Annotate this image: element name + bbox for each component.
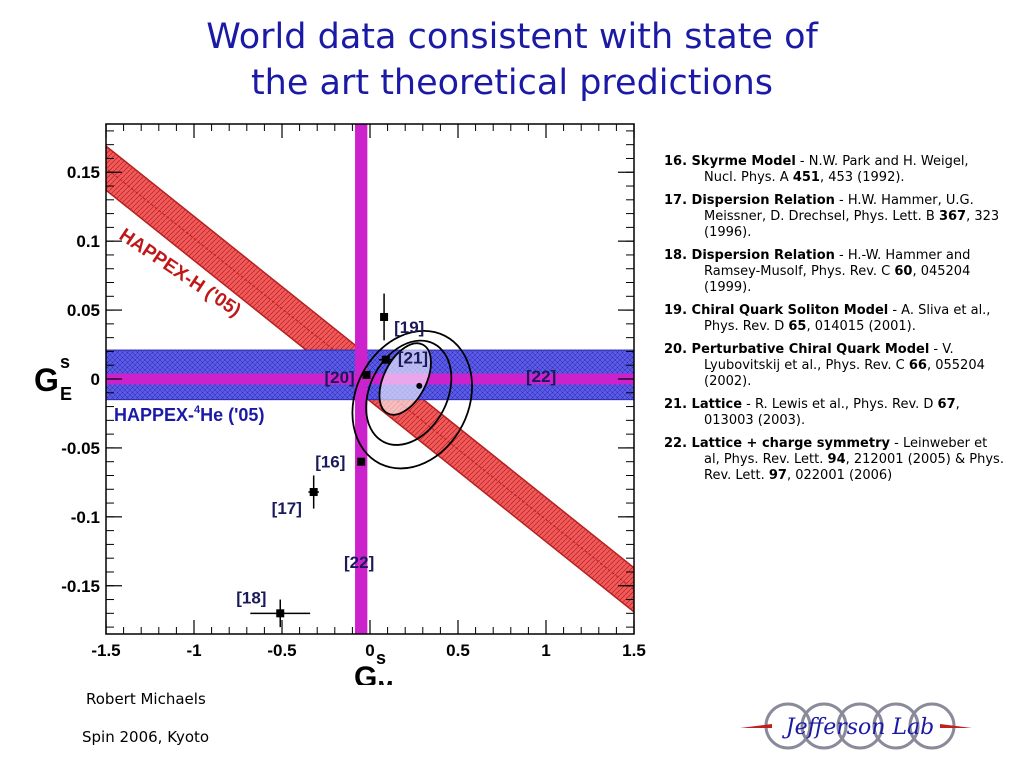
confidence-ellipse	[365, 339, 453, 446]
label-happex-he-end: He ('05)	[200, 405, 264, 425]
point-label: [18]	[236, 588, 266, 607]
reference-title: 17. Dispersion Relation	[664, 193, 835, 208]
point-label: [20]	[324, 368, 354, 387]
x-axis-label-sup: s	[376, 648, 386, 668]
y-tick-label: -0.15	[61, 577, 100, 596]
reference-text: , 022001 (2006)	[786, 468, 893, 483]
reference-text: - A. Sliva et al., Phys. Rev. D	[704, 303, 991, 334]
x-axis-label: G	[354, 661, 377, 685]
reference-text: , 013003 (2003).	[704, 397, 960, 428]
reference-title: 20. Perturbative Chiral Quark Model	[664, 342, 930, 357]
title-line-1: World data consistent with state of	[206, 17, 818, 57]
conference-name: Spin 2006, Kyoto	[82, 728, 210, 746]
reference-text: , 453 (1992).	[819, 170, 905, 185]
reference-text: - N.W. Park and H. Weigel, Nucl. Phys. A	[704, 154, 969, 185]
data-point	[309, 488, 318, 497]
points-layer	[250, 293, 423, 628]
reference-title: 21. Lattice	[664, 397, 743, 412]
y-tick-label: 0.1	[76, 232, 100, 251]
point-label: [17]	[272, 499, 302, 518]
reference-volume: 451	[792, 170, 820, 185]
label-22-horizontal: [22]	[526, 367, 556, 386]
label-happex-he: HAPPEX-4He ('05)	[114, 404, 264, 425]
logo-swoosh-left	[740, 724, 772, 728]
data-point	[380, 312, 389, 321]
x-tick-label: 1	[541, 641, 550, 660]
data-point-extra	[416, 382, 423, 389]
ellipses-layer	[351, 329, 473, 470]
point-label: [19]	[394, 318, 424, 337]
title-line-2: the art theoretical predictions	[250, 63, 774, 103]
y-tick-label: -0.1	[71, 508, 100, 527]
y-tick-label: 0.05	[67, 301, 100, 320]
reference-title: 22. Lattice + charge symmetry	[664, 436, 890, 451]
reference-volume: 66	[908, 358, 927, 373]
reference-item: 21. Lattice - R. Lewis et al., Phys. Rev…	[664, 397, 1004, 429]
reference-volume: 60	[894, 264, 913, 279]
y-tick-label: -0.05	[61, 439, 100, 458]
x-tick-label: -0.5	[267, 641, 296, 660]
reference-item: 19. Chiral Quark Soliton Model - A. Sliv…	[664, 303, 1004, 335]
reference-title: 18. Dispersion Relation	[664, 248, 835, 263]
label-22-vertical: [22]	[344, 553, 374, 572]
label-happex-he-sup: 4	[194, 404, 201, 416]
x-tick-label: 0	[365, 641, 374, 660]
bands-layer	[106, 124, 634, 634]
logo-text: Jefferson Lab	[782, 715, 934, 740]
reference-text: - H.-W. Hammer and Ramsey-Musolf, Phys. …	[704, 248, 971, 279]
data-point	[381, 355, 390, 364]
reference-text: - Leinweber et al, Phys. Rev. Lett.	[704, 436, 988, 467]
x-axis-label-sub: M	[378, 678, 393, 685]
x-tick-label: -1	[186, 641, 201, 660]
reference-item: 17. Dispersion Relation - H.W. Hammer, U…	[664, 193, 1004, 241]
confidence-ellipse	[351, 329, 473, 470]
reference-text: - H.W. Hammer, U.G. Meissner, D. Drechse…	[704, 193, 974, 224]
slide-title: World data consistent with state of the …	[0, 14, 1024, 106]
reference-text: , 014015 (2001).	[806, 319, 916, 334]
logo-swoosh-right	[940, 724, 972, 728]
reference-item: 16. Skyrme Model - N.W. Park and H. Weig…	[664, 154, 1004, 186]
x-tick-label: 0.5	[446, 641, 470, 660]
reference-title: 19. Chiral Quark Soliton Model	[664, 303, 889, 318]
reference-text: - R. Lewis et al., Phys. Rev. D	[742, 397, 938, 412]
y-tick-label: 0	[91, 370, 100, 389]
point-label: [16]	[315, 453, 345, 472]
reference-item: 22. Lattice + charge symmetry - Leinwebe…	[664, 436, 1004, 484]
reference-item: 18. Dispersion Relation - H.-W. Hammer a…	[664, 248, 1004, 296]
author-name: Robert Michaels	[86, 690, 206, 708]
x-tick-label: 1.5	[622, 641, 646, 660]
data-point	[357, 457, 366, 466]
y-axis-label-sub: E	[60, 384, 72, 404]
reference-text: , 323 (1996).	[704, 209, 1000, 240]
data-point	[362, 370, 371, 379]
label-happex-he-main: HAPPEX-	[114, 405, 194, 425]
reference-text: , 055204 (2002).	[704, 358, 985, 389]
point-label: [21]	[398, 349, 428, 368]
gs-chart: -1.5 -1 -0.5 0 0.5 1 1.5 -0.15 -0.1 -0.05 0 0.05 0.1…	[34, 123, 646, 685]
reference-volume: 367	[938, 209, 967, 224]
reference-volume: 94	[827, 452, 846, 467]
y-tick-label: 0.15	[67, 163, 100, 182]
y-axis-label: G	[34, 362, 59, 398]
logo-circles	[764, 702, 956, 750]
reference-title: 16. Skyrme Model	[664, 154, 796, 169]
x-tick-label: -1.5	[91, 641, 120, 660]
data-point	[276, 609, 285, 618]
reference-volume: 97	[768, 468, 787, 483]
band-22-vertical	[355, 124, 368, 634]
reference-volume: 67	[937, 397, 956, 412]
jefferson-lab-logo: Jefferson Lab	[740, 702, 972, 750]
reference-text: , 045204 (1999).	[704, 264, 971, 295]
reference-volume: 65	[788, 319, 807, 334]
reference-list: 16. Skyrme Model - N.W. Park and H. Weig…	[664, 154, 1004, 491]
axes-layer	[105, 123, 635, 635]
reference-text: - V. Lyubovitskij et al., Phys. Rev. C	[704, 342, 954, 373]
y-axis-label-sup: s	[60, 352, 70, 372]
reference-item: 20. Perturbative Chiral Quark Model - V.…	[664, 342, 1004, 390]
reference-text: , 212001 (2005) & Phys. Rev. Lett.	[704, 452, 1004, 483]
confidence-ellipse	[378, 342, 432, 416]
band-22-horizontal	[106, 373, 634, 385]
